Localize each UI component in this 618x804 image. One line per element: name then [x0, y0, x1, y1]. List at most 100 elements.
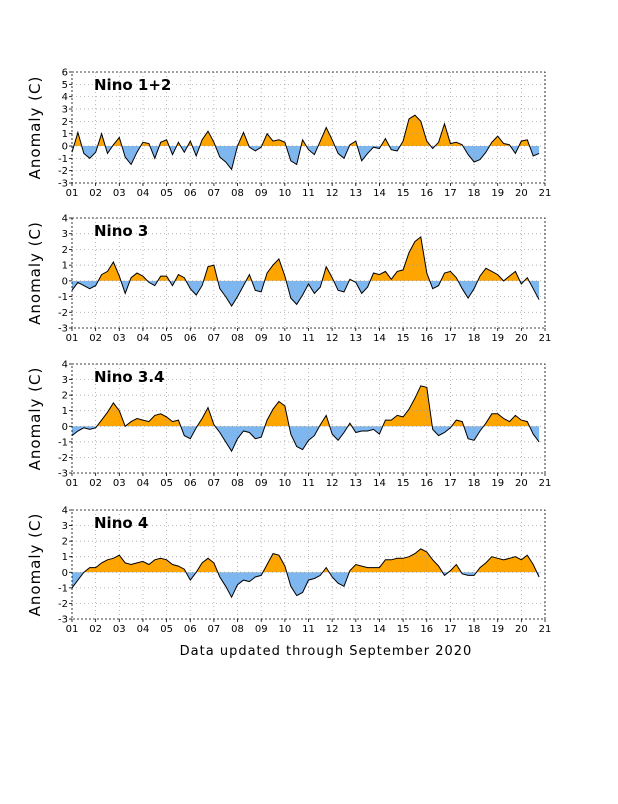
anomaly-series-line — [71, 235, 540, 307]
y-tick-label: 3 — [62, 229, 68, 240]
x-tick-label: 18 — [468, 188, 481, 199]
x-tick-label: 08 — [231, 478, 244, 489]
x-tick-label: 14 — [373, 333, 386, 344]
x-tick-label: 01 — [66, 333, 79, 344]
y-tick-label: 1 — [62, 261, 68, 272]
x-tick-label: 05 — [160, 333, 173, 344]
y-tick-label: 5 — [62, 80, 68, 91]
positive-anomaly-area — [83, 548, 537, 573]
x-tick-label: 03 — [113, 188, 126, 199]
x-tick-label: 08 — [231, 333, 244, 344]
x-tick-label: 02 — [89, 188, 102, 199]
x-tick-label: 10 — [278, 624, 291, 635]
y-tick-label: 2 — [62, 391, 68, 402]
x-tick-label: 19 — [491, 188, 504, 199]
x-tick-label: 06 — [184, 624, 197, 635]
x-tick-label: 04 — [137, 624, 150, 635]
positive-anomaly-area — [96, 385, 530, 427]
x-tick-label: 13 — [349, 188, 362, 199]
x-tick-label: 04 — [137, 333, 150, 344]
negative-anomaly-area — [72, 146, 540, 170]
y-axis-label: Anomaly (C) — [26, 221, 44, 325]
x-tick-label: 04 — [137, 188, 150, 199]
panel-title: Nino 1+2 — [94, 76, 171, 94]
negative-anomaly-area — [72, 280, 540, 306]
x-tick-label: 03 — [113, 478, 126, 489]
x-tick-label: 03 — [113, 333, 126, 344]
x-tick-label: 05 — [160, 188, 173, 199]
x-tick-label: 09 — [255, 188, 268, 199]
y-tick-label: 3 — [62, 521, 68, 532]
x-tick-label: 21 — [539, 478, 552, 489]
x-tick-label: 17 — [444, 624, 457, 635]
x-tick-label: 08 — [231, 188, 244, 199]
x-tick-label: 17 — [444, 188, 457, 199]
x-tick-label: 02 — [89, 333, 102, 344]
x-tick-label: 20 — [515, 478, 528, 489]
y-tick-label: -1 — [58, 437, 68, 448]
panel-title: Nino 3 — [94, 222, 148, 240]
x-tick-label: 06 — [184, 333, 197, 344]
x-tick-label: 14 — [373, 478, 386, 489]
x-tick-label: 11 — [302, 624, 315, 635]
y-tick-label: 4 — [62, 506, 68, 517]
y-tick-label: 1 — [62, 406, 68, 417]
y-tick-label: 0 — [62, 422, 68, 433]
x-tick-label: 18 — [468, 624, 481, 635]
y-tick-label: 4 — [62, 360, 68, 371]
y-tick-label: 0 — [62, 276, 68, 287]
x-tick-label: 20 — [515, 624, 528, 635]
y-tick-label: -3 — [58, 324, 68, 335]
y-tick-label: 2 — [62, 117, 68, 128]
x-tick-label: 11 — [302, 333, 315, 344]
x-tick-label: 21 — [539, 624, 552, 635]
y-tick-label: -1 — [58, 292, 68, 303]
y-tick-label: -1 — [58, 154, 68, 165]
x-tick-label: 05 — [160, 478, 173, 489]
x-tick-label: 10 — [278, 478, 291, 489]
negative-anomaly-area — [72, 426, 540, 452]
y-tick-label: 0 — [62, 142, 68, 153]
x-tick-label: 07 — [208, 624, 221, 635]
y-tick-label: 1 — [62, 129, 68, 140]
y-tick-label: 3 — [62, 105, 68, 116]
x-tick-label: 19 — [491, 478, 504, 489]
x-tick-label: 19 — [491, 333, 504, 344]
x-tick-label: 16 — [420, 188, 433, 199]
y-tick-label: -3 — [58, 469, 68, 480]
y-tick-label: 2 — [62, 245, 68, 256]
y-tick-label: -2 — [58, 599, 68, 610]
x-tick-label: 12 — [326, 188, 339, 199]
x-tick-label: 01 — [66, 624, 79, 635]
x-tick-label: 09 — [255, 478, 268, 489]
y-tick-label: -1 — [58, 583, 68, 594]
x-tick-label: 12 — [326, 478, 339, 489]
y-tick-label: 4 — [62, 214, 68, 225]
x-tick-label: 10 — [278, 188, 291, 199]
y-tick-label: 1 — [62, 552, 68, 563]
positive-anomaly-area — [98, 236, 529, 281]
x-tick-label: 06 — [184, 188, 197, 199]
y-tick-label: -3 — [58, 615, 68, 626]
x-tick-label: 10 — [278, 333, 291, 344]
y-axis-label: Anomaly (C) — [26, 513, 44, 617]
x-tick-label: 13 — [349, 624, 362, 635]
x-tick-label: 07 — [208, 333, 221, 344]
x-tick-label: 08 — [231, 624, 244, 635]
x-tick-label: 16 — [420, 333, 433, 344]
x-tick-label: 02 — [89, 624, 102, 635]
footer-text: Data updated through September 2020 — [180, 644, 473, 659]
y-tick-label: -2 — [58, 453, 68, 464]
x-tick-label: 20 — [515, 188, 528, 199]
positive-anomaly-area — [72, 115, 540, 146]
negative-anomaly-area — [72, 572, 540, 598]
plot-frame — [71, 217, 546, 329]
x-tick-label: 21 — [539, 188, 552, 199]
x-tick-label: 14 — [373, 624, 386, 635]
x-tick-label: 17 — [444, 333, 457, 344]
x-tick-label: 11 — [302, 478, 315, 489]
x-tick-label: 14 — [373, 188, 386, 199]
plot-frame — [71, 363, 546, 474]
